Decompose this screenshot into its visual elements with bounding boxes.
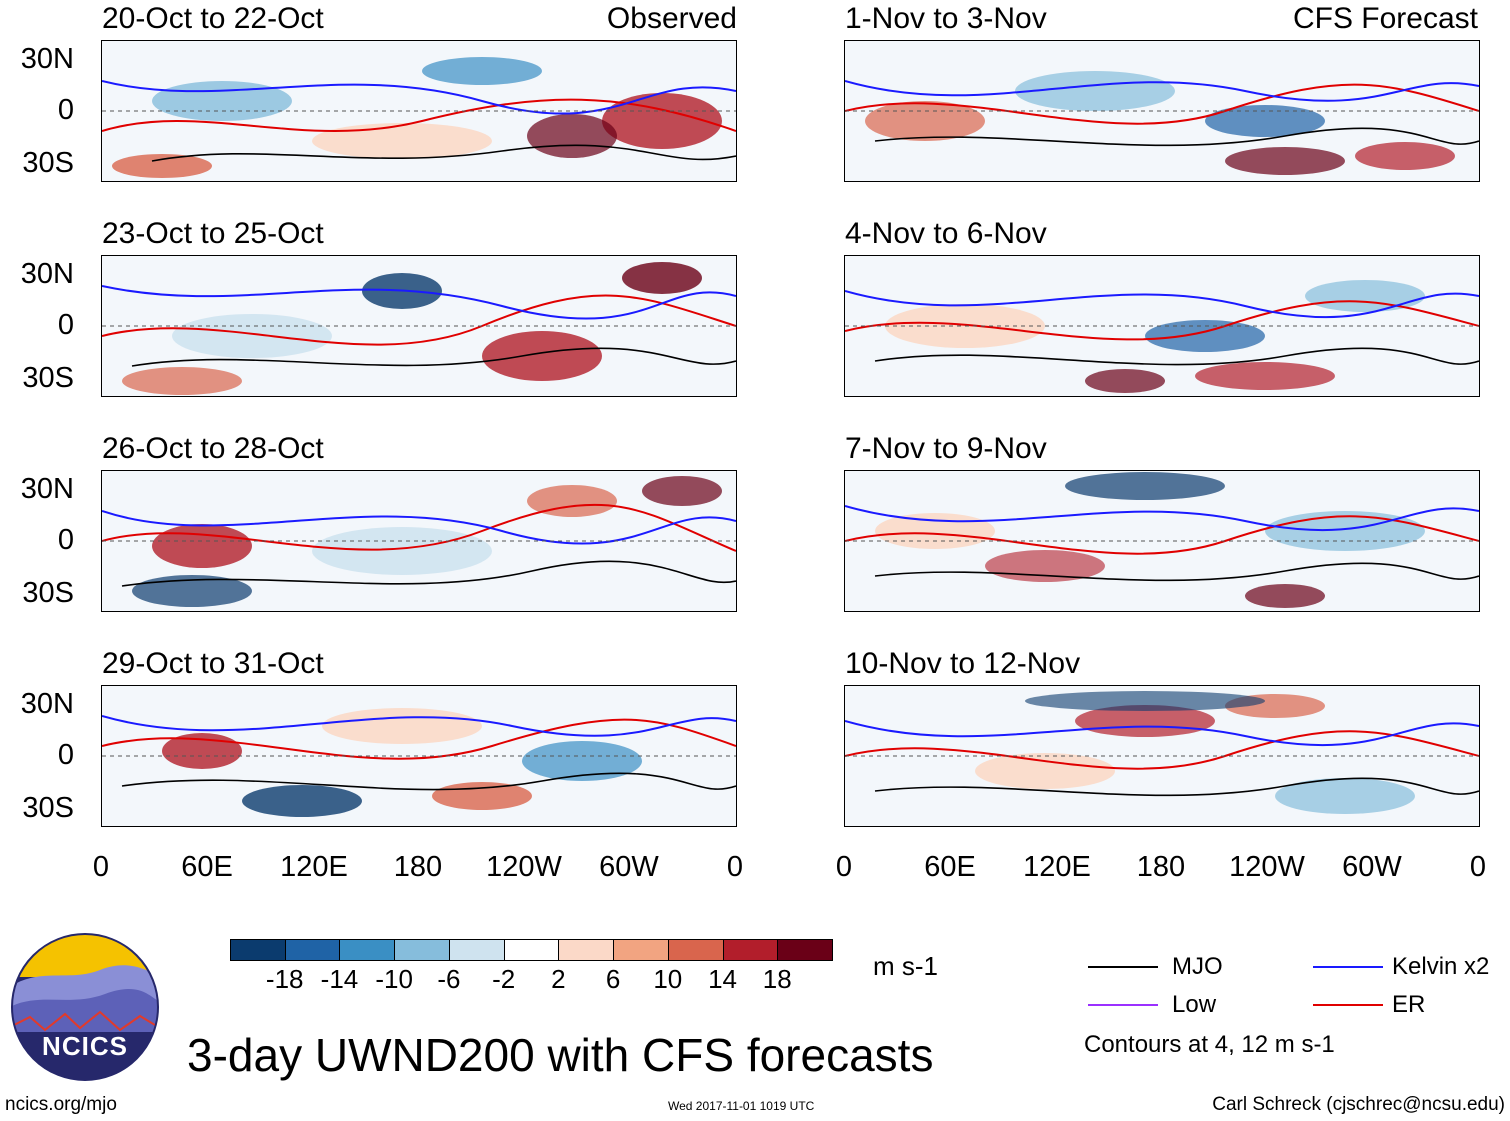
legend-label-low: Low [1172, 991, 1217, 1018]
lat-label-0-row2: 0 [57, 309, 74, 341]
footer-url[interactable]: ncics.org/mjo [5, 1094, 117, 1115]
lat-label-0-row3: 0 [57, 524, 74, 556]
panel-title-left-2: 23-Oct to 25-Oct [102, 217, 324, 250]
legend-line-low [1088, 1004, 1158, 1006]
lon-label-left-120e: 120E [280, 851, 348, 883]
footer-timestamp: Wed 2017-11-01 1019 UTC [668, 1099, 815, 1113]
footer-credit: Carl Schreck (cjschrec@ncsu.edu) [1212, 1094, 1505, 1115]
panel-title-left-3: 26-Oct to 28-Oct [102, 432, 324, 465]
colorbar-tick-label: 18 [762, 964, 792, 994]
colorbar-segment [722, 939, 779, 961]
map-shading-right-4 [845, 691, 1479, 814]
colorbar-segment [777, 939, 833, 961]
lat-label-30s-row4: 30S [22, 792, 74, 824]
legend-label-kelvin: Kelvin x2 [1392, 953, 1490, 980]
colorbar-tick-label: -18 [265, 964, 304, 994]
forecast-label: CFS Forecast [1292, 2, 1478, 35]
ncics-logo [10, 932, 160, 1082]
lat-label-30s-row1: 30S [22, 147, 74, 179]
colorbar-tick-label: 14 [708, 964, 737, 994]
legend-label-mjo: MJO [1172, 953, 1223, 980]
map-shading-left-4 [102, 708, 736, 817]
lat-label-30s-row3: 30S [22, 577, 74, 609]
map-shading-left-2 [102, 262, 736, 395]
colorbar-segment [230, 939, 286, 961]
lon-label-right-180: 180 [1136, 851, 1186, 883]
panel-title-left-1: 20-Oct to 22-Oct [102, 2, 324, 35]
ncics-logo-icon [11, 933, 159, 1081]
map-panel-right-4 [844, 685, 1480, 827]
legend-label-er: ER [1392, 991, 1426, 1018]
colorbar-tick-label: 2 [551, 964, 566, 994]
lon-label-left-0-end: 0 [726, 851, 744, 883]
lat-label-30s-row2: 30S [22, 362, 74, 394]
panel-title-right-2: 4-Nov to 6-Nov [845, 217, 1047, 250]
map-panel-left-2 [101, 255, 737, 397]
lon-label-right-60e: 60E [924, 851, 976, 883]
lat-label-30n-row3: 30N [20, 473, 74, 505]
map-panel-right-3 [844, 470, 1480, 612]
lon-label-left-0: 0 [92, 851, 110, 883]
lat-label-30n-row2: 30N [20, 258, 74, 290]
map-shading-left-3 [102, 476, 736, 607]
map-shading-right-2 [845, 280, 1479, 393]
panel-title-right-1: 1-Nov to 3-Nov [845, 2, 1047, 35]
colorbar-segment [667, 939, 724, 961]
lon-label-left-180: 180 [393, 851, 443, 883]
lon-label-left-60w: 60W [599, 851, 659, 883]
lon-label-left-60e: 60E [181, 851, 233, 883]
lat-label-0-row1: 0 [57, 94, 74, 126]
colorbar-tick-label: 10 [653, 964, 683, 994]
map-panel-right-1 [844, 40, 1480, 182]
colorbar-tick-label: -6 [437, 964, 461, 994]
lat-label-0-row4: 0 [57, 739, 74, 771]
colorbar-tick-label: -2 [492, 964, 516, 994]
lon-label-right-0-end: 0 [1469, 851, 1487, 883]
legend-line-mjo [1088, 966, 1158, 968]
map-panel-left-1 [101, 40, 737, 182]
lat-label-30n-row1: 30N [20, 43, 74, 75]
map-panel-right-2 [844, 255, 1480, 397]
colorbar-units: m s-1 [873, 951, 938, 981]
colorbar-tick-label: -14 [320, 964, 359, 994]
lon-label-right-120w: 120W [1229, 851, 1305, 883]
lon-label-left-120w: 120W [486, 851, 562, 883]
colorbar-segment [558, 939, 615, 961]
colorbar-segment [284, 939, 341, 961]
lon-label-right-0: 0 [835, 851, 853, 883]
colorbar-labels: -18 -14 -10 -6 -2 2 6 10 14 18 [230, 966, 832, 996]
map-shading-right-3 [845, 472, 1479, 608]
lon-label-right-120e: 120E [1023, 851, 1091, 883]
panel-title-right-3: 7-Nov to 9-Nov [845, 432, 1047, 465]
lon-label-right-60w: 60W [1342, 851, 1402, 883]
lat-label-30n-row4: 30N [20, 688, 74, 720]
colorbar [230, 939, 833, 961]
map-shading-right-1 [845, 71, 1479, 175]
legend-note: Contours at 4, 12 m s-1 [1084, 1031, 1335, 1058]
observed-label: Observed [606, 2, 737, 35]
colorbar-segment [339, 939, 396, 961]
colorbar-segment [394, 939, 450, 961]
colorbar-segment [613, 939, 669, 961]
colorbar-tick-label: 6 [605, 964, 621, 994]
legend-line-kelvin [1313, 966, 1383, 968]
map-shading-left-1 [102, 57, 736, 178]
logo-text: NCICS [42, 1031, 128, 1061]
panel-title-right-4: 10-Nov to 12-Nov [845, 647, 1081, 680]
map-panel-left-3 [101, 470, 737, 612]
colorbar-tick-label: -10 [375, 964, 413, 994]
panel-title-left-4: 29-Oct to 31-Oct [102, 647, 324, 680]
legend-line-er [1313, 1004, 1383, 1006]
colorbar-segment [503, 939, 560, 961]
colorbar-segment [448, 939, 505, 961]
main-title: 3-day UWND200 with CFS forecasts [187, 1029, 934, 1081]
map-panel-left-4 [101, 685, 737, 827]
